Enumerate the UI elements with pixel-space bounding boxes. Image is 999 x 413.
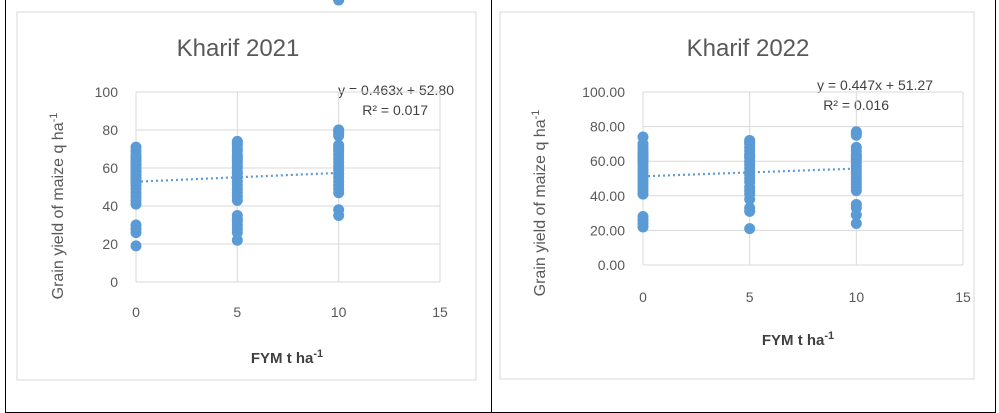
y-tick-label: 100.00	[582, 84, 625, 100]
y-tick-label: 20	[102, 236, 118, 252]
x-tick-label: 0	[132, 304, 140, 320]
y-tick-label: 80	[102, 122, 118, 138]
y-axis-label-sup: -1	[530, 110, 542, 120]
chart-area-right	[499, 11, 975, 380]
data-point	[850, 217, 862, 229]
x-tick-label: 15	[955, 289, 971, 305]
data-point	[637, 211, 649, 223]
data-point	[231, 227, 243, 239]
x-tick-label: 15	[432, 304, 448, 320]
data-point	[744, 223, 756, 235]
r-squared: R² = 0.017	[362, 102, 428, 118]
data-point	[231, 135, 243, 147]
trendline	[135, 171, 339, 183]
y-tick-label: 100	[95, 84, 119, 100]
data-point	[850, 126, 862, 138]
data-point	[130, 141, 142, 153]
x-axis-label-text: FYM t ha	[762, 332, 825, 349]
x-axis-label-sup: -1	[824, 330, 834, 342]
plot-area-right: 0.00 20.00 40.00 60.00 80.00 100.00 0 5 10 15	[582, 84, 971, 305]
data-point	[333, 124, 345, 136]
data-point	[130, 219, 142, 231]
data-point	[744, 202, 756, 214]
data-point	[333, 0, 345, 6]
chart-title: Kharif 2021	[177, 35, 300, 62]
x-tick-label: 5	[233, 304, 241, 320]
x-axis-label: FYM t ha-1	[762, 330, 834, 349]
y-axis-label: Grain yield of maize q ha-1	[530, 110, 549, 297]
y-axis-label-text: Grain yield of maize q ha	[532, 119, 549, 296]
data-point	[130, 240, 142, 252]
trendline-equation: y = 0.463x + 52.80	[338, 82, 454, 98]
x-axis-label-text: FYM t ha	[251, 350, 314, 367]
data-point	[333, 139, 345, 151]
x-tick-label: 10	[331, 304, 347, 320]
y-tick-label: 60.00	[590, 153, 625, 169]
data-point	[231, 234, 243, 246]
data-point	[231, 215, 243, 227]
x-tick-label: 0	[639, 289, 647, 305]
data-point	[744, 134, 756, 146]
y-tick-label: 0.00	[598, 257, 625, 273]
y-axis-label: Grain yield of maize q ha-1	[48, 113, 67, 300]
y-tick-label: 0	[110, 274, 118, 290]
trendline	[642, 167, 857, 178]
y-tick-label: 40.00	[590, 188, 625, 204]
data-point	[850, 141, 862, 153]
y-tick-label: 20.00	[590, 222, 625, 238]
x-axis-label: FYM t ha-1	[251, 348, 323, 367]
chart-title: Kharif 2022	[687, 35, 810, 62]
x-axis-label-sup: -1	[313, 348, 323, 360]
data-point	[850, 198, 862, 210]
y-axis-label-text: Grain yield of maize q ha	[50, 122, 67, 299]
x-tick-label: 10	[849, 289, 865, 305]
chart-area-left	[16, 11, 477, 381]
data-point	[333, 204, 345, 216]
x-tick-label: 5	[746, 289, 754, 305]
y-tick-label: 80.00	[590, 119, 625, 135]
y-axis-label-sup: -1	[48, 113, 60, 123]
y-tick-label: 40	[102, 198, 118, 214]
plot-area-left: 0 20 40 60 80 100 0 5 10 15	[95, 0, 448, 320]
trendline-equation: y = 0.447x + 51.27	[817, 77, 933, 93]
y-tick-label: 60	[102, 160, 118, 176]
data-point	[637, 131, 649, 143]
